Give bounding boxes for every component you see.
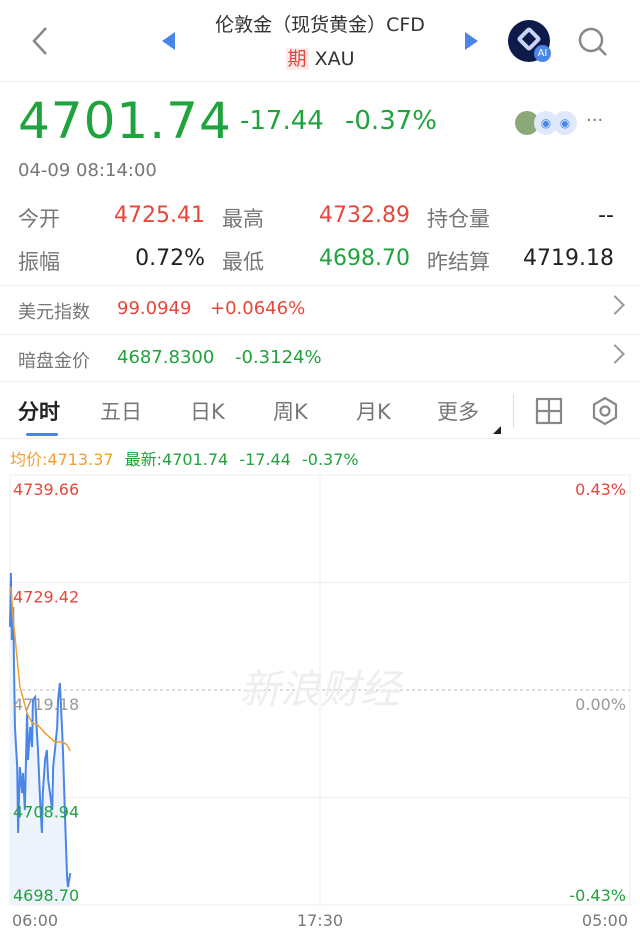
stat-value: 4732.89 (319, 203, 410, 228)
next-triangle-icon[interactable] (465, 32, 478, 50)
intraday-chart[interactable]: 新浪财经 4739.66 4729.42 4719.18 4708.94 4698.70 0… (0, 468, 640, 936)
stat-value: 0.72% (135, 246, 205, 271)
stat-value: -- (598, 203, 614, 228)
futures-tag: 期 (285, 48, 309, 70)
tab-monthly-k[interactable]: 月K (356, 400, 391, 424)
x-tick-label: 06:00 (12, 911, 58, 930)
x-tick-label: 17:30 (297, 911, 343, 930)
stat-label: 最高 (222, 207, 264, 231)
related-row-usd-index[interactable]: 美元指数 99.0949 +0.0646% (0, 285, 640, 333)
y-tick-label: 4698.70 (13, 886, 79, 905)
y-tick-label: 4719.18 (13, 695, 79, 714)
stat-value: 4698.70 (319, 246, 410, 271)
active-tab-indicator (26, 433, 58, 436)
tab-weekly-k[interactable]: 周K (273, 400, 308, 424)
watermark: 新浪财经 (240, 667, 404, 713)
related-row-afterhours-gold[interactable]: 暗盘金价 4687.8300 -0.3124% (0, 334, 640, 382)
price-change: -17.44 (240, 106, 324, 136)
y-tick-label: 4729.42 (13, 588, 79, 607)
price-change-pct: -0.37% (345, 106, 437, 136)
related-label: 美元指数 (18, 302, 90, 323)
related-change: -0.3124% (235, 347, 322, 368)
stat-value: 4725.41 (114, 203, 205, 228)
divider (513, 394, 514, 428)
settings-icon[interactable] (590, 396, 620, 426)
prev-triangle-icon[interactable] (162, 32, 175, 50)
stat-label: 持仓量 (427, 207, 490, 231)
y-tick-label: 4739.66 (13, 480, 79, 499)
tab-five-day[interactable]: 五日 (100, 400, 142, 424)
page-title: 伦敦金（现货黄金）CFD (215, 14, 425, 36)
tab-intraday[interactable]: 分时 (18, 400, 60, 424)
more-icon[interactable]: ··· (586, 110, 604, 131)
price-area (10, 573, 71, 905)
avg-line (10, 586, 71, 752)
latest-change: -17.44 (239, 450, 291, 469)
x-tick-label: 05:00 (582, 911, 628, 930)
stat-label: 最低 (222, 250, 264, 274)
header: 伦敦金（现货黄金）CFD 期 XAU AI (0, 0, 640, 82)
symbol-code: XAU (314, 48, 355, 70)
stat-value: 4719.18 (523, 246, 614, 271)
quote-time: 04-09 08:14:00 (18, 160, 157, 181)
back-icon[interactable] (30, 26, 50, 56)
latest-change-pct: -0.37% (301, 450, 359, 469)
stat-label: 今开 (18, 207, 60, 231)
chevron-right-icon (605, 295, 625, 315)
y-tick-label-right: 0.43% (575, 480, 626, 499)
layout-grid-icon[interactable] (535, 397, 563, 425)
y-tick-label-right: 0.00% (575, 695, 626, 714)
y-tick-label: 4708.94 (13, 803, 79, 822)
stat-label: 振幅 (18, 250, 60, 274)
ai-assistant-icon[interactable]: AI (508, 20, 551, 62)
chart-info-line: 均价:4713.37 最新:4701.74 -17.44 -0.37% (10, 446, 359, 470)
related-label: 暗盘金价 (18, 351, 90, 372)
weibo-icon[interactable]: ◉ (553, 111, 577, 135)
dropdown-corner-icon (493, 426, 501, 434)
tab-daily-k[interactable]: 日K (190, 400, 225, 424)
stat-label: 昨结算 (427, 250, 490, 274)
chevron-right-icon (605, 344, 625, 364)
related-change: +0.0646% (210, 298, 306, 319)
y-tick-label-right: -0.43% (569, 886, 626, 905)
price-line (9, 573, 72, 888)
last-price: 4701.74 (18, 92, 232, 150)
avg-price: 均价:4713.37 (10, 450, 114, 469)
latest-price: 最新:4701.74 (124, 450, 229, 469)
search-icon[interactable] (577, 26, 609, 58)
ai-badge: AI (534, 45, 551, 62)
tab-more[interactable]: 更多 (437, 400, 479, 424)
related-value: 99.0949 (117, 298, 192, 319)
related-value: 4687.8300 (117, 347, 215, 368)
